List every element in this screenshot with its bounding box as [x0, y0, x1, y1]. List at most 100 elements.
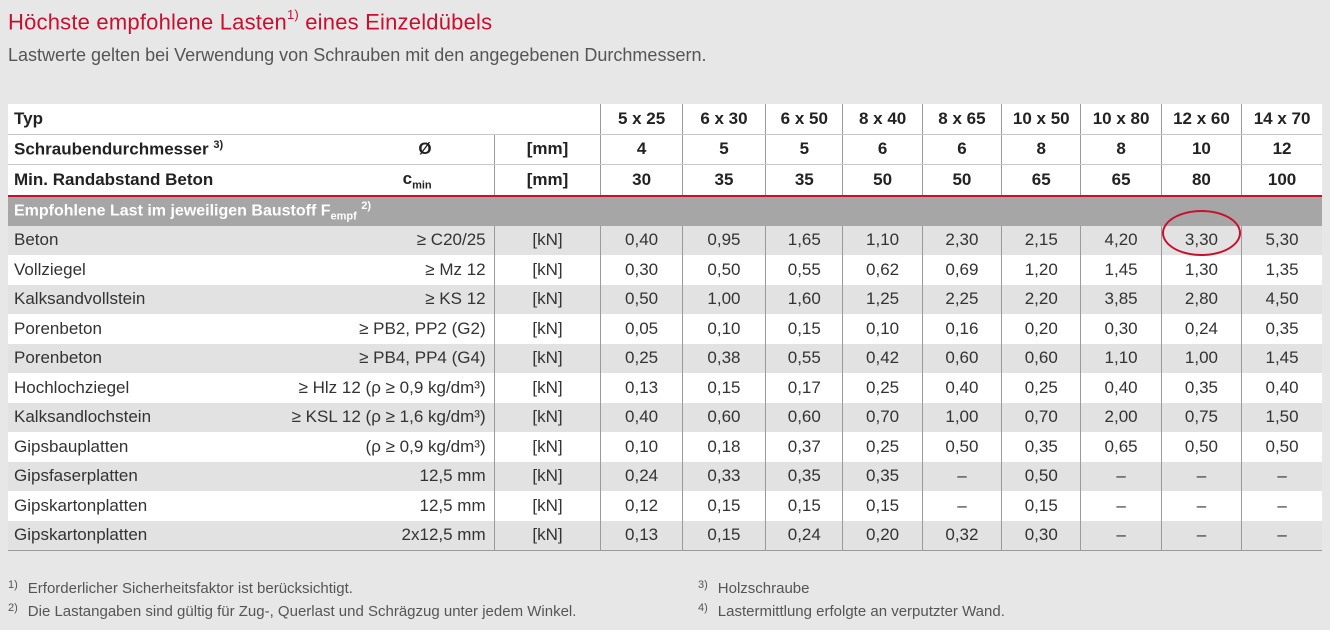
load-table: Typ 5 x 25 6 x 30 6 x 50 8 x 40 8 x 65 10 x 5…	[8, 104, 1322, 551]
diameter-value-4: 6	[921, 134, 1002, 165]
table-row: Porenbeton ≥ PB4, PP4 (G4) [kN] 0,25 0,38 0,5…	[8, 343, 1322, 373]
material-condition: (ρ ≥ 0,9 kg/dm³)	[252, 432, 495, 462]
load-value: 0,75	[1160, 402, 1242, 432]
edge-label: Min. Randabstand Beton	[8, 164, 253, 197]
load-value: 0,55	[765, 255, 843, 285]
diameter-value-3: 6	[842, 134, 923, 165]
load-value: 0,20	[842, 520, 923, 551]
footnote-3: 3) Holzschraube	[698, 579, 810, 597]
material-condition: ≥ KSL 12 (ρ ≥ 1,6 kg/dm³)	[252, 402, 495, 432]
table-row: Gipskartonplatten 12,5 mm [kN] 0,12 0,15 0,15…	[8, 491, 1322, 521]
edge-symbol: cmin	[252, 164, 495, 197]
material-label: Kalksandvollstein	[8, 284, 253, 314]
load-value: 1,30	[1160, 255, 1242, 285]
load-value: –	[1160, 461, 1242, 491]
load-value: –	[1080, 461, 1162, 491]
material-condition: ≥ C20/25	[252, 225, 495, 255]
table-row: Kalksandlochstein ≥ KSL 12 (ρ ≥ 1,6 kg/dm…	[8, 402, 1322, 432]
load-value: 0,35	[1241, 314, 1322, 344]
material-label: Gipskartonplatten	[8, 491, 253, 521]
diameter-value-6: 8	[1080, 134, 1162, 165]
load-value: 1,35	[1241, 255, 1322, 285]
load-value: 1,10	[842, 225, 923, 255]
load-value: 1,10	[1080, 343, 1162, 373]
load-value: 1,20	[1001, 255, 1081, 285]
table-row: Gipsfaserplatten 12,5 mm [kN] 0,24 0,33 0,35 0…	[8, 461, 1322, 491]
unit-cell: [kN]	[493, 255, 601, 285]
material-label: Porenbeton	[8, 343, 253, 373]
load-value: 2,00	[1080, 402, 1162, 432]
load-value: 0,50	[1241, 432, 1322, 462]
table-row: Gipskartonplatten 2x12,5 mm [kN] 0,13 0,15 0,…	[8, 520, 1322, 551]
load-value: 0,13	[600, 520, 683, 551]
load-value: 0,15	[681, 520, 766, 551]
load-value: 0,18	[681, 432, 766, 462]
load-value: –	[1241, 491, 1322, 521]
load-value: 0,35	[765, 461, 843, 491]
load-value: 0,40	[600, 225, 683, 255]
load-value: 0,25	[842, 373, 923, 403]
table-row: Porenbeton ≥ PB2, PP2 (G2) [kN] 0,05 0,10 0,1…	[8, 314, 1322, 344]
diameter-symbol: Ø	[252, 134, 495, 165]
load-value: 0,25	[600, 343, 683, 373]
load-value: 0,37	[765, 432, 843, 462]
type-value-8: 14 x 70	[1241, 104, 1322, 135]
type-value-3: 8 x 40	[842, 104, 923, 135]
type-value-6: 10 x 80	[1080, 104, 1162, 135]
load-value: 0,15	[681, 491, 766, 521]
edge-value-6: 65	[1080, 164, 1162, 197]
load-value: 4,50	[1241, 284, 1322, 314]
header-row-diameter: Schraubendurchmesser 3) Ø [mm] 4 5 5 6 6 8 8 10…	[8, 134, 1322, 165]
diameter-value-7: 10	[1160, 134, 1242, 165]
load-value: 1,50	[1241, 402, 1322, 432]
load-value: 0,40	[1241, 373, 1322, 403]
diameter-value-5: 8	[1001, 134, 1081, 165]
load-value: 0,40	[600, 402, 683, 432]
type-value-4: 8 x 65	[921, 104, 1002, 135]
load-value: 0,13	[600, 373, 683, 403]
load-value: 0,05	[600, 314, 683, 344]
material-label: Gipskartonplatten	[8, 520, 253, 551]
material-condition: 12,5 mm	[252, 491, 495, 521]
typ-label: Typ	[8, 104, 253, 135]
load-value: –	[1160, 491, 1242, 521]
unit-cell: [kN]	[493, 491, 601, 521]
load-value: 2,25	[921, 284, 1002, 314]
table-row: Vollziegel ≥ Mz 12 [kN] 0,30 0,50 0,55 0,62 0,6…	[8, 255, 1322, 285]
load-value: 0,69	[921, 255, 1002, 285]
load-value: 0,30	[1080, 314, 1162, 344]
load-value: 0,16	[921, 314, 1002, 344]
load-value: 1,45	[1080, 255, 1162, 285]
type-value-7: 12 x 60	[1160, 104, 1242, 135]
load-value: 0,50	[600, 284, 683, 314]
edge-unit: [mm]	[493, 164, 601, 197]
load-value: 3,85	[1080, 284, 1162, 314]
diameter-label: Schraubendurchmesser 3)	[8, 134, 253, 165]
edge-value-1: 35	[681, 164, 766, 197]
load-value: 0,50	[681, 255, 766, 285]
load-value: 1,65	[765, 225, 843, 255]
edge-value-5: 65	[1001, 164, 1081, 197]
diameter-value-1: 5	[681, 134, 766, 165]
footnote-1: 1) Erforderlicher Sicherheitsfaktor ist b…	[8, 579, 353, 597]
type-value-5: 10 x 50	[1001, 104, 1081, 135]
load-value: 0,10	[600, 432, 683, 462]
load-value: 0,25	[1001, 373, 1081, 403]
load-value: 1,00	[921, 402, 1002, 432]
load-value: 2,30	[921, 225, 1002, 255]
load-value: 0,55	[765, 343, 843, 373]
load-value: 0,24	[765, 520, 843, 551]
load-value: 0,38	[681, 343, 766, 373]
edge-value-7: 80	[1160, 164, 1242, 197]
edge-value-3: 50	[842, 164, 923, 197]
load-value: 0,17	[765, 373, 843, 403]
edge-value-4: 50	[921, 164, 1002, 197]
load-value: 0,30	[600, 255, 683, 285]
load-value: 0,25	[842, 432, 923, 462]
section-row: Empfohlene Last im jeweiligen Baustoff F…	[8, 195, 1322, 226]
material-condition: ≥ Mz 12	[252, 255, 495, 285]
material-condition: ≥ Hlz 12 (ρ ≥ 0,9 kg/dm³)	[252, 373, 495, 403]
load-value: 1,45	[1241, 343, 1322, 373]
material-label: Kalksandlochstein	[8, 402, 253, 432]
load-value: –	[1241, 461, 1322, 491]
